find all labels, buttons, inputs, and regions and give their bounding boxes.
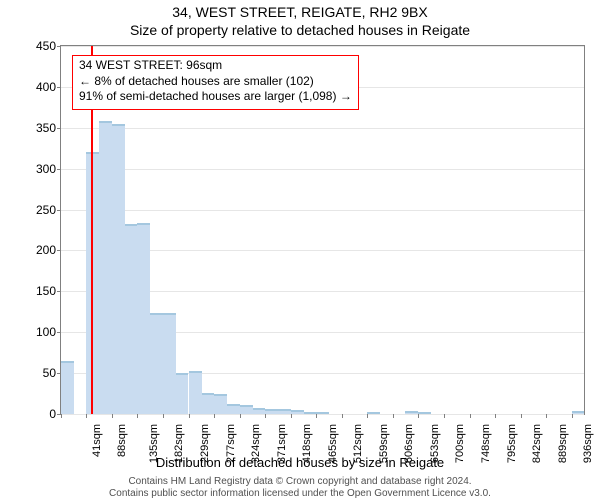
xtick-label: 371sqm bbox=[276, 424, 288, 463]
histogram-bar bbox=[278, 409, 291, 414]
xtick-mark bbox=[342, 414, 343, 418]
ytick-label: 150 bbox=[36, 284, 56, 298]
histogram-bar bbox=[304, 412, 317, 414]
histogram-bar bbox=[291, 410, 304, 414]
xtick-mark bbox=[189, 414, 190, 418]
ytick-label: 100 bbox=[36, 325, 56, 339]
xtick-mark bbox=[214, 414, 215, 418]
histogram-bar bbox=[137, 223, 150, 414]
ytick-label: 200 bbox=[36, 243, 56, 257]
histogram-bar bbox=[189, 371, 202, 414]
xtick-label: 559sqm bbox=[378, 424, 390, 463]
info-line-larger: 91% of semi-detached houses are larger (… bbox=[79, 89, 352, 105]
xtick-label: 653sqm bbox=[429, 424, 441, 463]
histogram-bar bbox=[112, 124, 125, 414]
xtick-mark bbox=[86, 414, 87, 418]
histogram-bar bbox=[227, 404, 240, 414]
gridline bbox=[61, 169, 584, 170]
xtick-label: 277sqm bbox=[225, 424, 237, 463]
ytick-mark bbox=[57, 332, 61, 333]
histogram-bar bbox=[125, 224, 138, 414]
xtick-mark bbox=[61, 414, 62, 418]
footer-attribution: Contains HM Land Registry data © Crown c… bbox=[0, 476, 600, 500]
xtick-label: 606sqm bbox=[403, 424, 415, 463]
histogram-bar bbox=[253, 408, 266, 414]
xtick-mark bbox=[393, 414, 394, 418]
ytick-label: 450 bbox=[36, 39, 56, 53]
gridline bbox=[61, 128, 584, 129]
footer-line-1: Contains HM Land Registry data © Crown c… bbox=[0, 476, 600, 488]
xtick-label: 795sqm bbox=[506, 424, 518, 463]
ytick-mark bbox=[57, 250, 61, 251]
xtick-mark bbox=[265, 414, 266, 418]
ytick-label: 50 bbox=[43, 366, 56, 380]
xtick-mark bbox=[291, 414, 292, 418]
info-line-smaller: ← 8% of detached houses are smaller (102… bbox=[79, 74, 352, 90]
histogram-bar bbox=[240, 405, 253, 414]
ytick-mark bbox=[57, 87, 61, 88]
xtick-label: 936sqm bbox=[582, 424, 594, 463]
histogram-bar bbox=[86, 152, 99, 414]
chart-container: 34, WEST STREET, REIGATE, RH2 9BX Size o… bbox=[0, 0, 600, 500]
xtick-label: 324sqm bbox=[251, 424, 263, 463]
xtick-mark bbox=[470, 414, 471, 418]
histogram-bar bbox=[367, 412, 380, 414]
xtick-label: 512sqm bbox=[352, 424, 364, 463]
histogram-bar bbox=[572, 411, 585, 414]
xtick-mark bbox=[444, 414, 445, 418]
histogram-bar bbox=[176, 373, 189, 414]
histogram-bar bbox=[150, 313, 163, 414]
histogram-bar bbox=[316, 412, 329, 414]
xtick-mark bbox=[112, 414, 113, 418]
info-box: 34 WEST STREET: 96sqm ← 8% of detached h… bbox=[72, 55, 359, 110]
xtick-label: 700sqm bbox=[454, 424, 466, 463]
xtick-label: 465sqm bbox=[327, 424, 339, 463]
histogram-bar bbox=[163, 313, 176, 414]
xtick-label: 229sqm bbox=[199, 424, 211, 463]
xtick-mark bbox=[418, 414, 419, 418]
xtick-label: 842sqm bbox=[531, 424, 543, 463]
footer-line-2: Contains public sector information licen… bbox=[0, 488, 600, 500]
histogram-bar bbox=[265, 409, 278, 414]
xtick-mark bbox=[521, 414, 522, 418]
xtick-mark bbox=[137, 414, 138, 418]
ytick-mark bbox=[57, 169, 61, 170]
ytick-label: 400 bbox=[36, 80, 56, 94]
xtick-mark bbox=[572, 414, 573, 418]
chart-subtitle: Size of property relative to detached ho… bbox=[0, 22, 600, 38]
histogram-bar bbox=[202, 393, 215, 414]
ytick-label: 0 bbox=[49, 407, 56, 421]
xtick-mark bbox=[316, 414, 317, 418]
histogram-bar bbox=[405, 411, 418, 414]
info-line-size: 34 WEST STREET: 96sqm bbox=[79, 58, 352, 74]
ytick-label: 300 bbox=[36, 162, 56, 176]
xtick-label: 418sqm bbox=[301, 424, 313, 463]
xtick-label: 88sqm bbox=[117, 424, 129, 457]
xtick-mark bbox=[495, 414, 496, 418]
gridline bbox=[61, 210, 584, 211]
xtick-label: 41sqm bbox=[91, 424, 103, 457]
ytick-label: 350 bbox=[36, 121, 56, 135]
xtick-label: 748sqm bbox=[480, 424, 492, 463]
gridline bbox=[61, 46, 584, 47]
xtick-mark bbox=[163, 414, 164, 418]
chart-title-address: 34, WEST STREET, REIGATE, RH2 9BX bbox=[0, 4, 600, 20]
xtick-label: 182sqm bbox=[174, 424, 186, 463]
gridline bbox=[61, 414, 584, 415]
ytick-mark bbox=[57, 291, 61, 292]
ytick-mark bbox=[57, 128, 61, 129]
histogram-bar bbox=[418, 412, 431, 414]
xtick-mark bbox=[367, 414, 368, 418]
xtick-label: 135sqm bbox=[148, 424, 160, 463]
xtick-mark bbox=[240, 414, 241, 418]
xtick-mark bbox=[546, 414, 547, 418]
histogram-bar bbox=[99, 121, 112, 414]
ytick-label: 250 bbox=[36, 203, 56, 217]
histogram-bar bbox=[61, 361, 74, 414]
ytick-mark bbox=[57, 46, 61, 47]
ytick-mark bbox=[57, 210, 61, 211]
xtick-label: 889sqm bbox=[557, 424, 569, 463]
histogram-bar bbox=[214, 394, 227, 414]
